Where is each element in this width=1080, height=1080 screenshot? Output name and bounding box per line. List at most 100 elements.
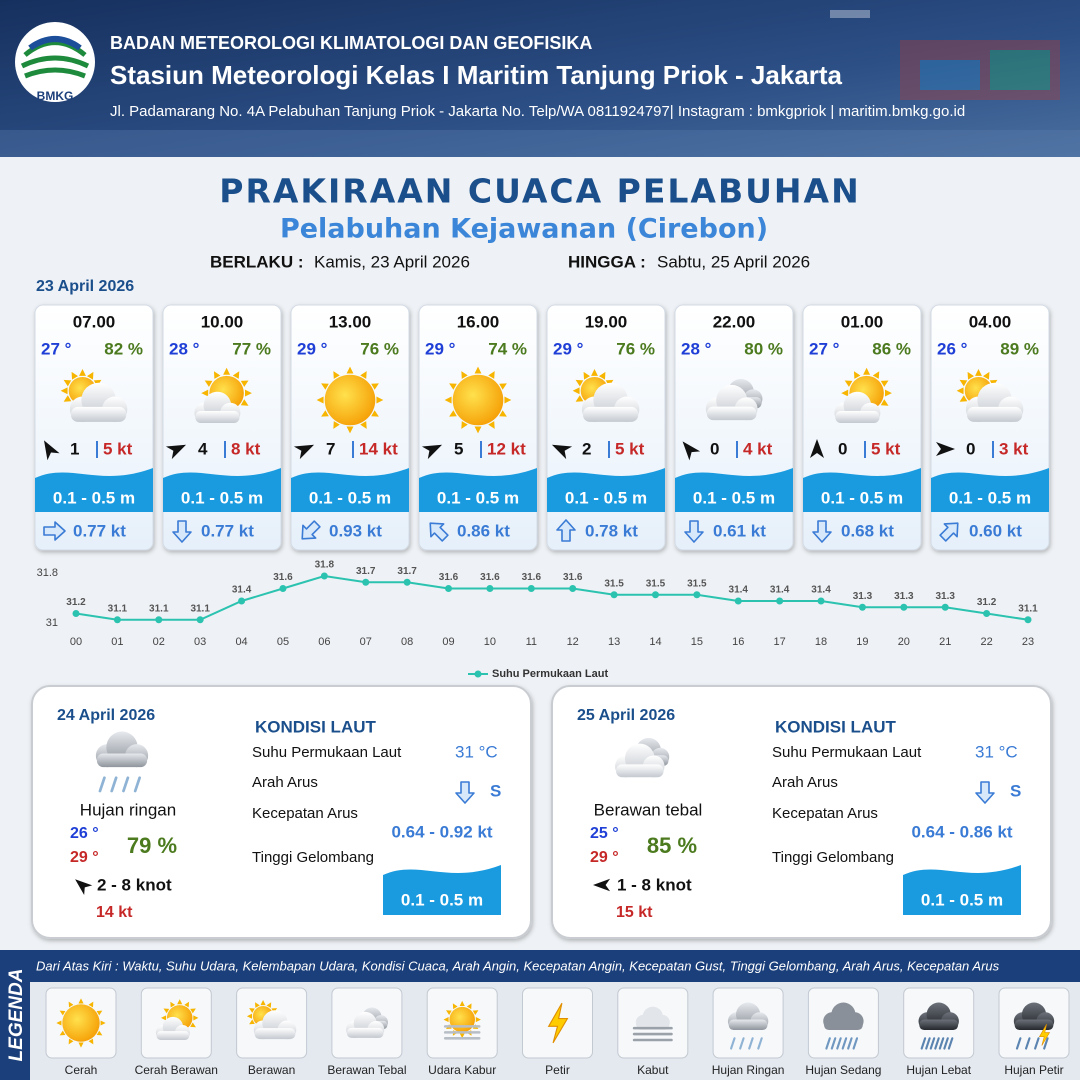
cloud-part (835, 411, 880, 423)
sun-ray (488, 371, 495, 379)
wave-height: 0.1 - 0.5 m (309, 488, 391, 507)
wave (931, 468, 1049, 512)
temperature: 27 ° (809, 339, 840, 358)
rain (852, 1037, 859, 1050)
x-tick-label: 09 (442, 636, 454, 648)
sun-ray (844, 380, 853, 387)
wave (903, 865, 1021, 915)
wind-arrow (293, 444, 315, 460)
current-speed: 0.86 kt (457, 521, 510, 540)
current-arrow (455, 781, 475, 804)
data-label: 31.6 (522, 572, 542, 583)
point (155, 616, 163, 624)
x-tick-label: 01 (111, 636, 123, 648)
sun-ray (184, 1001, 190, 1008)
station: Stasiun Meteorologi Kelas I Maritim Tanj… (110, 60, 843, 90)
wind-arrow (421, 444, 443, 460)
cloud-part (254, 1028, 296, 1040)
weather-icon (56, 998, 106, 1048)
data-label: 31.7 (356, 566, 376, 577)
x-tick-label: 15 (691, 636, 703, 648)
cloud (581, 382, 640, 422)
sun (444, 366, 512, 434)
cloud (95, 731, 149, 768)
sun-ray (333, 371, 340, 379)
humidity: 77 % (232, 339, 271, 358)
sun-ray (443, 1017, 449, 1023)
sun-ray (68, 1038, 74, 1045)
weather-icon (834, 367, 892, 423)
sun-ray (591, 368, 598, 376)
humidity: 76 % (616, 339, 655, 358)
x-tick-label: 06 (318, 636, 330, 648)
weather-icon (918, 1002, 959, 1050)
time: 04.00 (969, 312, 1012, 331)
x-tick-label: 10 (484, 636, 496, 648)
current-arrow (429, 522, 449, 542)
wind-arrow (810, 439, 824, 458)
sun-ray (474, 366, 482, 374)
sun-ray (78, 998, 84, 1004)
condition: Berawan tebal (594, 800, 703, 819)
sun-ray (449, 410, 457, 417)
sun-ray (472, 1010, 479, 1016)
sun-ray (444, 396, 452, 404)
rain (133, 776, 141, 793)
current-arrow (975, 781, 995, 804)
x-tick-label: 23 (1022, 636, 1034, 648)
point (734, 597, 742, 605)
current-arrow (812, 520, 832, 543)
sun-ray (459, 1033, 465, 1039)
x-tick-label: 00 (70, 636, 82, 648)
wave (547, 468, 665, 512)
x-tick-label: 21 (939, 636, 951, 648)
sun-ray (880, 399, 889, 406)
weather-icon (316, 366, 384, 434)
sea-label: Suhu Permukaan Laut (252, 744, 402, 761)
sun-ray (190, 1022, 196, 1028)
rain (110, 776, 118, 793)
weather-icon (346, 1007, 388, 1038)
cloud-part (919, 1019, 959, 1031)
temperature: 28 ° (681, 339, 712, 358)
sun-ray (100, 1020, 106, 1026)
header-decoration (0, 10, 1080, 157)
cloud-part (96, 753, 148, 768)
legend-item: Hujan Ringan (712, 1063, 785, 1077)
wave-height: 0.1 - 0.5 m (401, 890, 483, 909)
sun-ray (841, 389, 849, 397)
wave (803, 468, 921, 512)
sun-ray (88, 1001, 94, 1008)
rain (841, 1037, 848, 1050)
data-label: 31.1 (149, 603, 169, 614)
current-speed: 0.77 kt (73, 521, 126, 540)
condition: Hujan ringan (80, 800, 176, 819)
header-background (0, 0, 1080, 157)
weather-icon (727, 1002, 769, 1050)
point (983, 610, 991, 617)
valid-from-label: BERLAKU : (210, 252, 304, 271)
cloud (615, 743, 665, 778)
sun-ray (346, 426, 354, 434)
current-arrow (939, 522, 959, 542)
sun-ray (575, 379, 584, 387)
sun (56, 998, 106, 1048)
data-label: 31.3 (894, 591, 914, 602)
wave (419, 468, 537, 512)
wind-speed: 1 (70, 439, 79, 458)
sun-ray (975, 368, 982, 376)
legend-item: Cerah (65, 1063, 98, 1077)
weather-icon (246, 1000, 297, 1040)
logo-mark (20, 40, 90, 79)
sea-label: Tinggi Gelombang (772, 849, 894, 866)
x-tick-label: 16 (732, 636, 744, 648)
point (858, 603, 866, 611)
sun-ray (475, 1017, 481, 1023)
valid-from: Kamis, 23 April 2026 (314, 252, 470, 271)
sun-ray (461, 371, 468, 379)
sun-ray (598, 371, 606, 380)
legend-item: Petir (545, 1063, 570, 1077)
sun-ray (321, 383, 329, 390)
temp-min: 25 ° (590, 825, 619, 842)
sun-ray (446, 1010, 452, 1016)
